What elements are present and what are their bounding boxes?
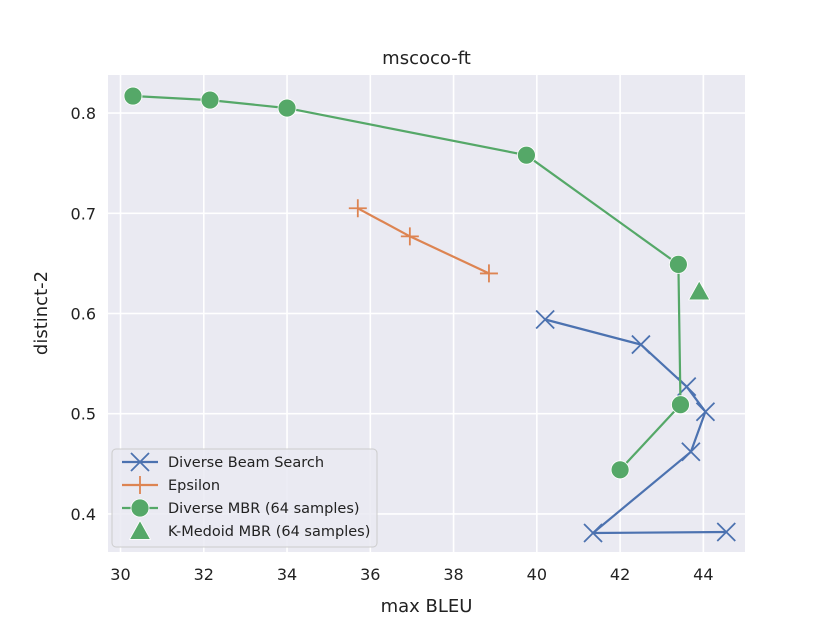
data-point — [681, 442, 701, 462]
legend-label: Epsilon — [168, 478, 220, 494]
legend-label: Diverse MBR (64 samples) — [168, 501, 360, 517]
data-point — [348, 199, 367, 218]
data-point — [400, 227, 419, 246]
legend-marker — [131, 476, 149, 494]
y-tick-label: 0.6 — [71, 305, 96, 324]
data-point — [695, 402, 716, 422]
legend-box — [111, 448, 378, 548]
series-group — [348, 199, 498, 283]
x-tick-label: 38 — [443, 565, 463, 584]
data-point — [123, 86, 143, 106]
y-axis-label: distinct-2 — [31, 271, 52, 355]
x-tick-label: 32 — [194, 565, 214, 584]
y-tick-label: 0.4 — [71, 505, 96, 524]
data-point — [517, 145, 536, 165]
data-point — [631, 334, 651, 355]
data-point — [479, 264, 498, 283]
series-layer — [123, 86, 736, 543]
legend: Diverse Beam Search Epsilon Diverse MBR (6… — [111, 448, 378, 548]
series-group — [123, 86, 690, 480]
series-group — [688, 280, 711, 301]
chart-title: mscoco-ft — [382, 48, 471, 69]
data-point — [277, 98, 297, 118]
legend-marker — [130, 498, 150, 518]
data-point — [671, 395, 690, 415]
legend-marker — [130, 452, 150, 472]
series-group — [535, 309, 736, 543]
x-tick-label: 44 — [693, 565, 713, 584]
y-tick-label: 0.5 — [71, 405, 96, 424]
x-tick-label: 42 — [610, 565, 630, 584]
y-tick-label: 0.7 — [71, 204, 96, 223]
data-point — [583, 523, 603, 543]
data-point — [668, 254, 688, 274]
x-tick-label: 34 — [277, 565, 297, 584]
data-point — [688, 280, 711, 301]
data-point — [200, 90, 220, 110]
data-point — [535, 309, 555, 330]
x-tick-label: 36 — [360, 565, 380, 584]
y-tick-label: 0.8 — [71, 104, 96, 123]
data-point — [610, 460, 630, 480]
legend-label: Diverse Beam Search — [168, 455, 324, 471]
legend-label: K-Medoid MBR (64 samples) — [168, 524, 370, 540]
x-tick-label: 40 — [527, 565, 547, 584]
x-tick-label: 30 — [110, 565, 130, 584]
x-axis-label: max BLEU — [381, 596, 473, 617]
tick-labels: 30 32 34 36 38 40 42 44 0.4 0.5 0.6 0.7 0.8 — [71, 104, 714, 584]
data-point — [716, 522, 736, 542]
legend-marker — [128, 519, 152, 540]
